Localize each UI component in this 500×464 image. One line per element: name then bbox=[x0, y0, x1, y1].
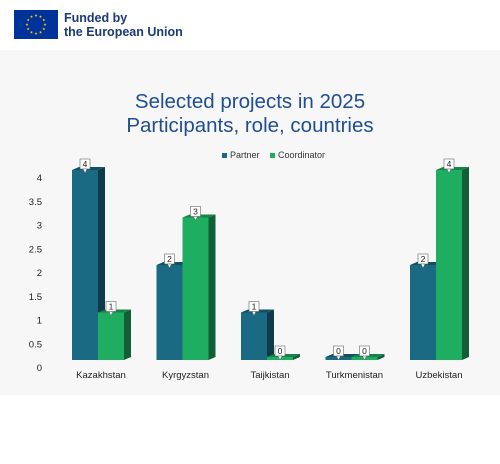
data-label-pointer bbox=[420, 263, 426, 269]
data-label: 0 bbox=[336, 346, 341, 356]
bar-partner bbox=[72, 170, 98, 360]
legend-label-coordinator: Coordinator bbox=[278, 150, 326, 160]
x-category-label: Turkmenistan bbox=[326, 370, 383, 381]
flag-star bbox=[42, 27, 46, 31]
y-tick-label: 1 bbox=[37, 316, 42, 327]
bar-side bbox=[124, 309, 131, 360]
data-label-pointer bbox=[193, 216, 198, 222]
flag-star bbox=[30, 30, 33, 34]
flag-star bbox=[30, 15, 33, 18]
eu-flag-icon bbox=[14, 10, 58, 39]
x-category-label: Uzbekistan bbox=[416, 370, 463, 381]
y-tick-label: 0.5 bbox=[29, 339, 42, 350]
y-tick-label: 2 bbox=[37, 268, 42, 279]
data-label-pointer bbox=[336, 355, 341, 361]
data-label: 2 bbox=[167, 254, 172, 264]
legend-item-coordinator: Coordinator bbox=[270, 150, 325, 160]
legend-label-partner: Partner bbox=[230, 150, 260, 160]
y-tick-label: 0 bbox=[37, 363, 42, 374]
bar-coordinator bbox=[436, 170, 462, 360]
x-category-label: Kyrgyzstan bbox=[162, 370, 209, 381]
data-label-pointer bbox=[362, 355, 367, 361]
chart-title-line-2: Participants, role, countries bbox=[126, 114, 374, 137]
data-label-pointer bbox=[446, 168, 452, 174]
flag-star bbox=[34, 32, 38, 35]
data-label: 4 bbox=[447, 159, 452, 169]
legend-swatch-coordinator bbox=[270, 153, 276, 159]
data-label-pointer bbox=[167, 263, 172, 269]
data-label-pointer bbox=[82, 168, 88, 174]
flag-star bbox=[39, 15, 42, 18]
legend-swatch-partner bbox=[222, 153, 227, 159]
bar-partner bbox=[156, 265, 183, 360]
y-tick-label: 3 bbox=[37, 221, 42, 232]
y-tick-label: 4 bbox=[37, 173, 42, 184]
flag-star bbox=[42, 18, 46, 22]
data-label: 1 bbox=[109, 302, 114, 312]
bar-partner bbox=[241, 312, 267, 360]
flag-star bbox=[25, 23, 29, 26]
flag-star bbox=[43, 23, 47, 26]
y-tick-label: 2.5 bbox=[29, 244, 42, 255]
y-tick-label: 3.5 bbox=[29, 197, 42, 208]
bar-side bbox=[293, 354, 300, 360]
bar-coordinator bbox=[182, 217, 209, 360]
funded-by-text: Funded by the European Union bbox=[64, 11, 183, 39]
flag-star bbox=[34, 14, 38, 17]
data-label-pointer bbox=[251, 311, 257, 317]
data-label: 4 bbox=[83, 159, 88, 169]
flag-star bbox=[39, 30, 42, 34]
data-label: 0 bbox=[362, 346, 367, 356]
bar-side bbox=[208, 214, 216, 360]
bar-coordinator bbox=[98, 312, 124, 360]
funded-line-2: the European Union bbox=[64, 25, 183, 39]
chart-title-line-1: Selected projects in 2025 bbox=[134, 90, 366, 113]
data-label: 0 bbox=[278, 346, 283, 356]
bar-side bbox=[267, 309, 274, 360]
bar-side bbox=[462, 167, 469, 360]
data-label-pointer bbox=[277, 355, 283, 361]
x-category-label: Taijkistan bbox=[250, 370, 289, 381]
x-category-label: Kazakhstan bbox=[76, 370, 126, 381]
flag-star bbox=[26, 27, 30, 31]
funded-line-1: Funded by bbox=[64, 11, 128, 25]
data-label-pointer bbox=[108, 311, 114, 317]
data-label: 2 bbox=[421, 254, 426, 264]
data-label: 1 bbox=[252, 302, 257, 312]
bar-side bbox=[377, 354, 385, 360]
bar-partner bbox=[410, 265, 436, 360]
y-tick-label: 1.5 bbox=[29, 292, 42, 303]
data-label: 3 bbox=[193, 207, 198, 217]
chart-title: Selected projects in 2025 Participants, … bbox=[0, 90, 500, 138]
chart-legend: Partner Coordinator bbox=[222, 150, 333, 162]
legend-item-partner: Partner bbox=[222, 150, 260, 160]
flag-star bbox=[26, 18, 30, 22]
